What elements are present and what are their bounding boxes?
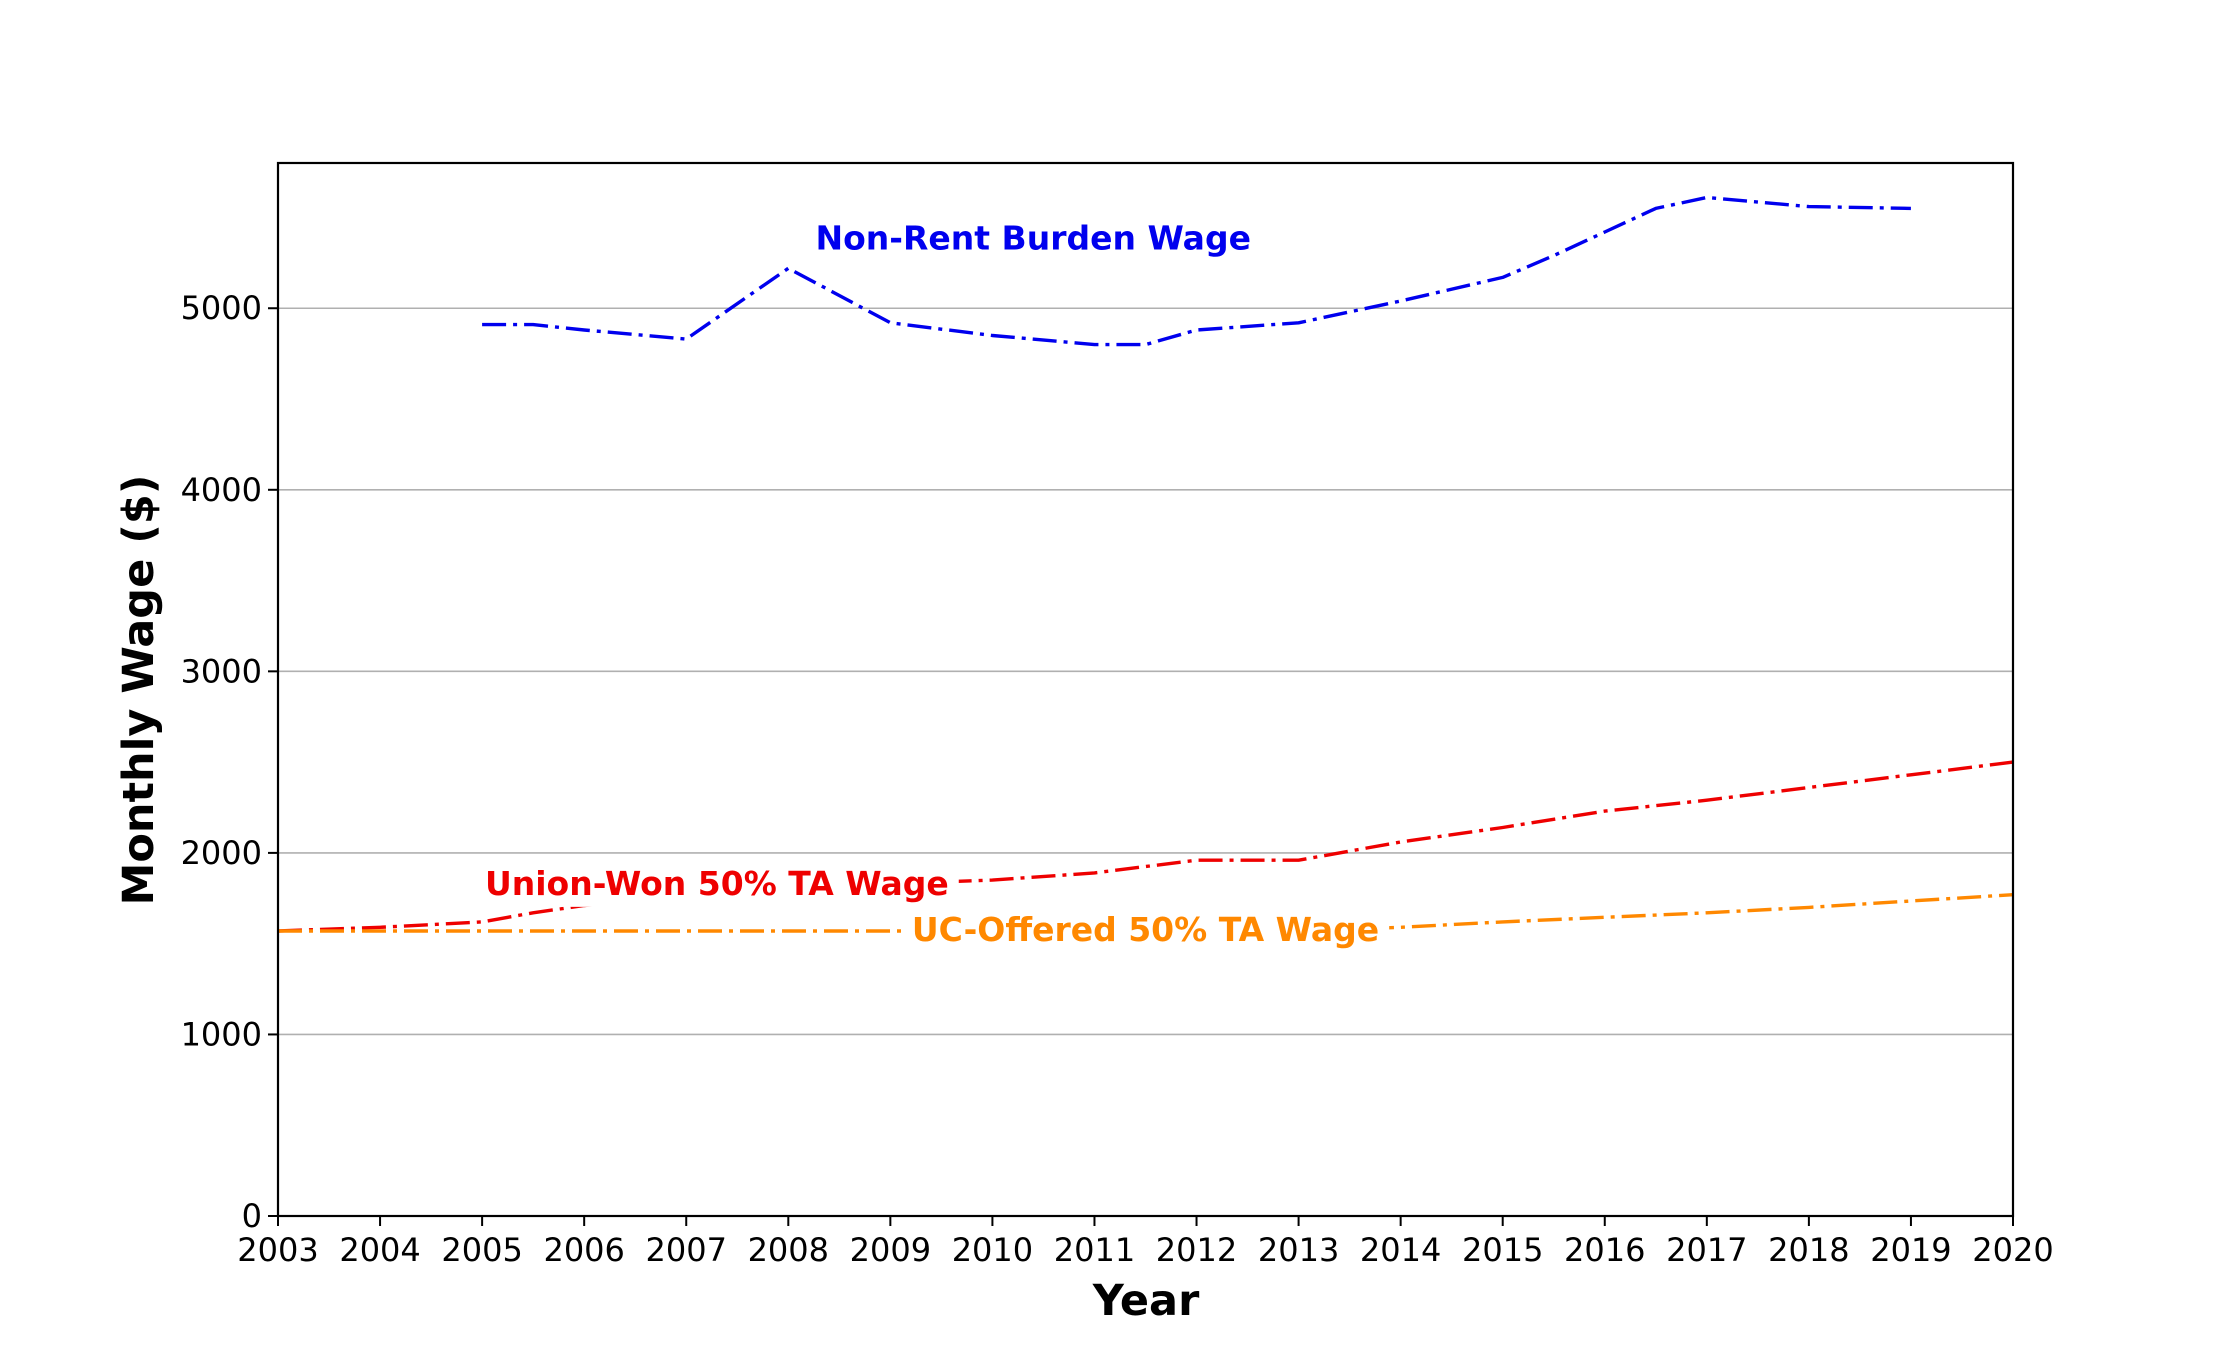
x-tick-label: 2014: [1360, 1231, 1441, 1269]
series-label-backing: [901, 906, 1390, 954]
grid-lines: [278, 307, 2013, 1036]
series-label-backing: [805, 214, 1261, 262]
series-label-union-won-ta-wage: Union-Won 50% TA Wage: [474, 859, 959, 907]
series-line-uc-offered-ta-wage: [278, 893, 2014, 933]
x-tick-label: 2018: [1768, 1231, 1849, 1269]
y-axis-title: Monthly Wage ($): [114, 475, 164, 906]
axis-ticks: 0 1000 2000 3000 4000 5000 2003 2004 2005 2006 200…: [181, 289, 2054, 1269]
x-tick-label: 2009: [850, 1231, 931, 1269]
y-tick-label: 0: [242, 1197, 262, 1235]
x-tick-label: 2012: [1156, 1231, 1237, 1269]
y-tick-label: 1000: [181, 1015, 262, 1053]
x-tick-label: 2011: [1054, 1231, 1135, 1269]
series-line-non-rent-burden-wage: [482, 195, 1911, 347]
x-tick-label: 2017: [1666, 1231, 1747, 1269]
x-axis-title: Year: [1092, 1276, 1200, 1326]
y-tick-label: 4000: [181, 471, 262, 509]
x-tick-label: 2006: [543, 1231, 624, 1269]
series-label-uc-offered-ta-wage: UC-Offered 50% TA Wage: [901, 906, 1390, 954]
x-tick-label: 2015: [1462, 1231, 1543, 1269]
series-label-backing: [474, 859, 959, 907]
x-tick-label: 2016: [1564, 1231, 1645, 1269]
x-tick-label: 2010: [952, 1231, 1033, 1269]
series-line-union-won-ta-wage: [277, 760, 2014, 933]
x-tick-label: 2005: [441, 1231, 522, 1269]
series-label-text: Union-Won 50% TA Wage: [485, 864, 949, 903]
x-tick-label: 2004: [339, 1231, 420, 1269]
plot-frame: [276, 161, 2015, 1218]
series-lines: [277, 195, 2014, 933]
x-tick-label: 2013: [1258, 1231, 1339, 1269]
y-tick-label: 3000: [181, 652, 262, 690]
x-tick-label: 2020: [1972, 1231, 2053, 1269]
y-tick-label: 2000: [181, 834, 262, 872]
series-label-text: Non-Rent Burden Wage: [816, 218, 1251, 257]
x-tick-label: 2007: [646, 1231, 727, 1269]
series-label-text: UC-Offered 50% TA Wage: [912, 910, 1379, 949]
x-tick-label: 2019: [1870, 1231, 1951, 1269]
x-tick-label: 2003: [237, 1231, 318, 1269]
x-tick-label: 2008: [748, 1231, 829, 1269]
series-labels: Non-Rent Burden Wage Union-Won 50% TA Wag…: [474, 214, 1390, 954]
series-label-non-rent-burden-wage: Non-Rent Burden Wage: [805, 214, 1261, 262]
y-tick-label: 5000: [181, 289, 262, 327]
